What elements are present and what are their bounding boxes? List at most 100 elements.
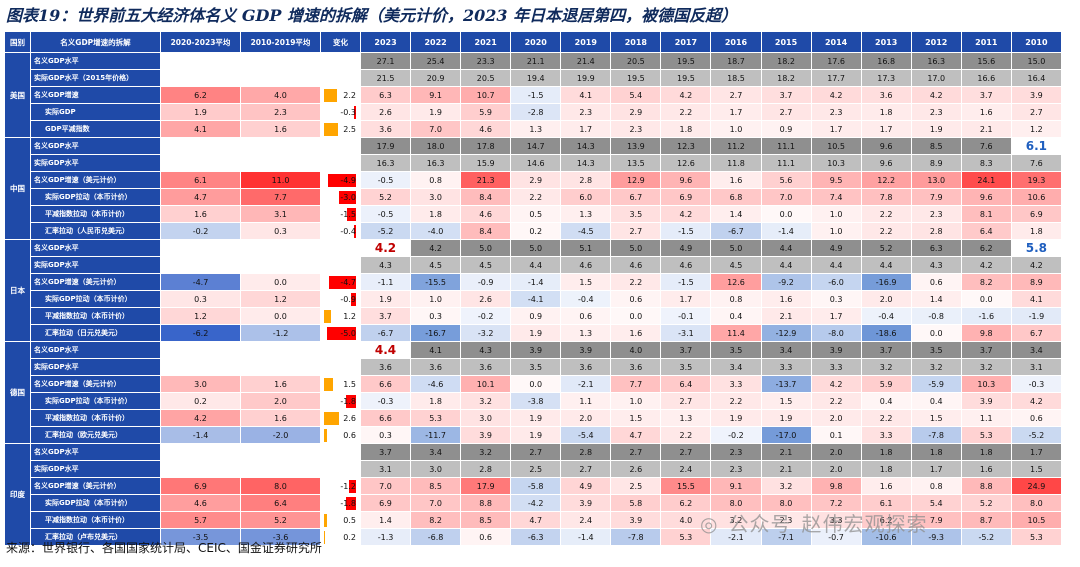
- year-value-cell: 2.7: [660, 443, 712, 461]
- year-value-cell: -1.6: [960, 307, 1012, 325]
- year-value-cell: 6.6: [359, 409, 412, 427]
- year-value-cell: 7.0: [760, 188, 812, 206]
- avg2020-cell: -3.5: [160, 528, 241, 546]
- year-value-cell: -6.7: [710, 222, 762, 240]
- year-value-cell: 4.2: [410, 239, 462, 257]
- year-value-cell: 1.4: [359, 511, 412, 529]
- change-value: 0.2: [343, 532, 356, 542]
- year-value-cell: 17.7: [810, 69, 862, 87]
- year-value-cell: 1.8: [860, 443, 912, 461]
- year-value-cell: 2.3: [910, 205, 962, 223]
- table-row: 德国 名义GDP水平 4.4 4.1 4.3 3.9 3.9 4.0 3.7 3.5 3.4 3.9 3…: [4, 341, 1063, 444]
- avg2020-cell: [160, 52, 241, 70]
- year-value-cell: 2.1: [960, 120, 1012, 138]
- year-value-cell: 2.2: [860, 409, 912, 427]
- year-value-cell: 2.7: [610, 222, 662, 240]
- year-value-cell: 1.7: [710, 103, 762, 121]
- year-value-cell: 3.3: [710, 375, 762, 393]
- change-value: -1.5: [340, 209, 356, 219]
- year-value-cell: -15.5: [410, 273, 462, 291]
- indicator-label: 汇率拉动（人民币兑美元）: [30, 222, 161, 240]
- year-value-cell: 1.9: [910, 120, 962, 138]
- year-value-cell: 20.9: [410, 69, 462, 87]
- year-value-cell: 2.1: [760, 460, 812, 478]
- year-value-cell: 2.6: [460, 290, 512, 308]
- year-value-cell: 5.3: [660, 528, 712, 546]
- year-value-cell: 17.8: [460, 137, 512, 155]
- year-value-cell: 4.1: [560, 86, 612, 104]
- table-row: 实际GDP水平 16.3 16.3 15.9 14.6 14.3 13.5 12.6 11.8 1…: [5, 154, 1063, 172]
- avg2010-cell: [240, 137, 321, 155]
- year-value-cell: 20.5: [610, 52, 662, 70]
- change-bar: [324, 513, 327, 527]
- year-value-cell: 5.1: [560, 239, 612, 257]
- change-cell: [320, 443, 361, 461]
- year-value-cell: 4.4: [760, 256, 812, 274]
- year-value-cell: 1.3: [560, 324, 612, 342]
- change-cell: -1.8: [320, 392, 361, 410]
- year-value-cell: -0.3: [1010, 375, 1063, 393]
- year-value-cell: 4.9: [810, 239, 862, 257]
- year-value-cell: 1.0: [410, 290, 462, 308]
- year-value-cell: 3.6: [359, 120, 412, 138]
- avg2010-cell: [240, 460, 321, 478]
- year-value-cell: 8.5: [410, 477, 462, 495]
- year-value-cell: 6.2: [860, 511, 912, 529]
- indicator-label: 实际GDP拉动（本币计价）: [30, 392, 161, 410]
- year-value-cell: -2.8: [510, 103, 562, 121]
- indicator-label: 实际GDP水平: [30, 256, 161, 274]
- year-value-cell: 3.9: [510, 341, 562, 359]
- year-value-cell: -4.6: [410, 375, 462, 393]
- year-value-cell: 4.2: [1010, 256, 1063, 274]
- avg2020-cell: 5.7: [160, 511, 241, 529]
- year-value-cell: 0.8: [710, 290, 762, 308]
- year-value-cell: 3.3: [810, 511, 862, 529]
- year-value-cell: 8.7: [960, 511, 1012, 529]
- change-value: -4.9: [340, 175, 356, 185]
- year-value-cell: 16.3: [910, 52, 962, 70]
- header-year: 2020: [510, 31, 562, 53]
- year-value-cell: -4.0: [410, 222, 462, 240]
- year-value-cell: 3.6: [410, 358, 462, 376]
- header-change: 变化: [320, 31, 361, 53]
- year-value-cell: 18.0: [410, 137, 462, 155]
- avg2020-cell: -1.4: [160, 426, 241, 444]
- avg2020-cell: [160, 443, 241, 461]
- year-value-cell: 3.9: [810, 341, 862, 359]
- indicator-label: 名义GDP增速（美元计价）: [30, 477, 161, 495]
- change-bar: [349, 479, 356, 493]
- year-value-cell: -0.2: [710, 426, 762, 444]
- year-value-cell: 19.9: [560, 69, 612, 87]
- avg2020-cell: 0.3: [160, 290, 241, 308]
- year-value-cell: 4.9: [660, 239, 712, 257]
- year-value-cell: 3.2: [710, 511, 762, 529]
- year-value-cell: 7.0: [410, 494, 462, 512]
- year-value-cell: 1.5: [1010, 460, 1063, 478]
- year-value-cell: -1.9: [1010, 307, 1063, 325]
- year-value-cell: 6.4: [660, 375, 712, 393]
- year-value-cell: 5.2: [860, 239, 912, 257]
- header-country: 国别: [4, 31, 31, 53]
- header-year: 2016: [710, 31, 762, 53]
- change-cell: 1.2: [320, 307, 361, 325]
- year-value-cell: 7.6: [1010, 154, 1063, 172]
- year-value-cell: 9.6: [960, 188, 1012, 206]
- year-value-cell: 3.4: [410, 443, 462, 461]
- table-header: 国别 名义GDP增速的拆解 2020-2023平均 2010-2019平均 变化…: [4, 31, 1063, 53]
- year-value-cell: -6.0: [810, 273, 862, 291]
- change-cell: -0.3: [320, 103, 361, 121]
- table-row: 名义GDP增速（美元计价） 6.1 11.0 -4.9 -0.5 0.8 21.3 2.9 2.…: [5, 171, 1063, 189]
- year-value-cell: 2.2: [710, 392, 762, 410]
- year-value-cell: 16.3: [410, 154, 462, 172]
- year-value-cell: 1.5: [560, 273, 612, 291]
- indicator-label: 汇率拉动（卢布兑美元）: [30, 528, 161, 546]
- year-value-cell: -1.5: [510, 86, 562, 104]
- change-value: 0.6: [343, 430, 356, 440]
- year-value-cell: 20.5: [460, 69, 512, 87]
- year-value-cell: 3.1: [1010, 358, 1063, 376]
- year-value-cell: 13.0: [910, 171, 962, 189]
- year-value-cell: 6.7: [610, 188, 662, 206]
- indicator-label: 实际GDP拉动（本币计价）: [30, 290, 161, 308]
- header-year: 2013: [860, 31, 912, 53]
- year-value-cell: 12.2: [860, 171, 912, 189]
